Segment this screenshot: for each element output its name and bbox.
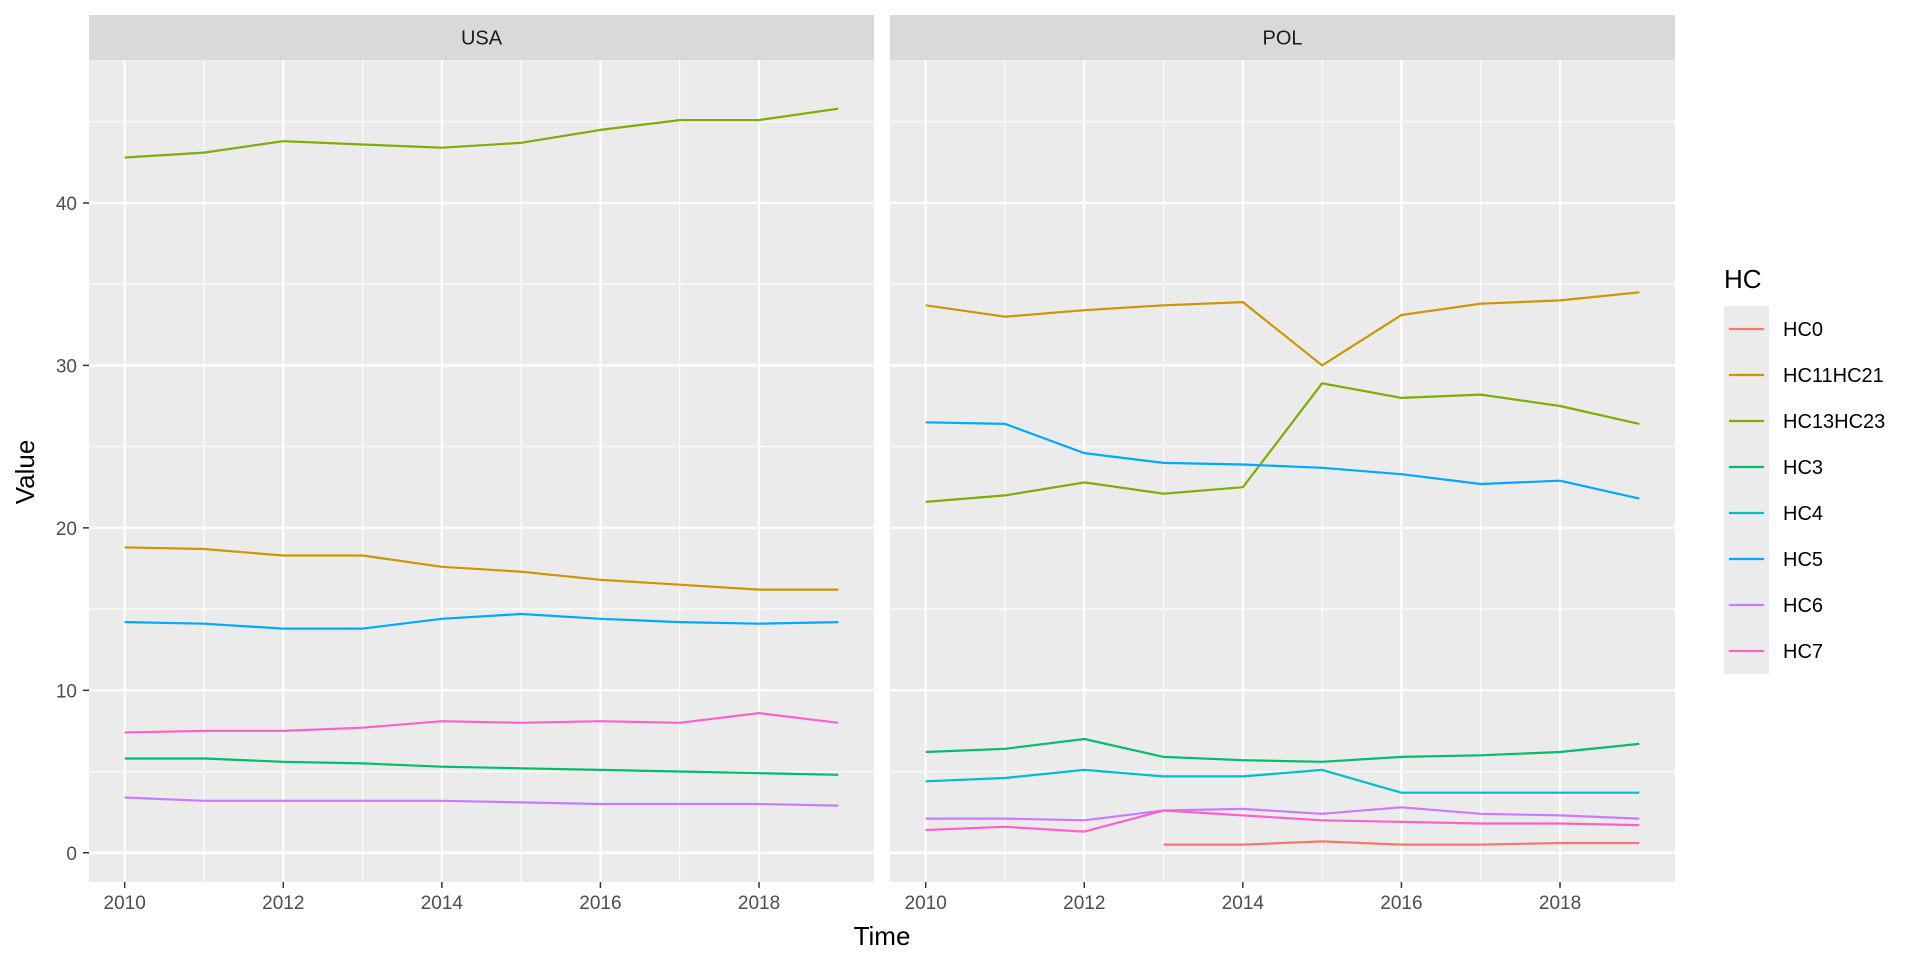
legend-entry-hc4: HC4 (1724, 490, 1823, 536)
legend-entry-hc5: HC5 (1724, 536, 1823, 582)
legend-entry-hc7: HC7 (1724, 628, 1823, 674)
facet-panel-pol: POL 2010 2012 2014 2016 2018 (890, 15, 1675, 914)
x-tick-label: 2014 (1222, 893, 1265, 914)
series-line-hc5 (925, 421, 1640, 500)
facet-strip (89, 15, 874, 60)
x-tick-label: 2016 (1380, 893, 1422, 914)
legend: HC HC0 HC11HC21 HC13HC23 HC3 HC4 HC5 HC6 HC7 (1724, 264, 1885, 674)
y-tick-label: 0 (66, 844, 77, 865)
legend-label: HC5 (1783, 549, 1823, 571)
series-line-hc6 (124, 796, 839, 807)
series-line-hc7 (925, 809, 1640, 833)
series-line-hc5 (124, 612, 839, 630)
legend-title: HC (1724, 264, 1762, 294)
x-tick-label: 2010 (905, 893, 947, 914)
y-axis-title: Value (10, 440, 40, 505)
series-line-hc6 (925, 806, 1640, 822)
x-tick-label: 2014 (421, 893, 464, 914)
legend-label: HC4 (1783, 503, 1823, 525)
legend-entry-hc0: HC0 (1724, 306, 1823, 352)
x-axis-title: Time (854, 921, 911, 951)
series-line-hc4 (925, 768, 1640, 794)
x-tick-label: 2010 (104, 893, 146, 914)
legend-label: HC6 (1783, 595, 1823, 617)
legend-entry-hc3: HC3 (1724, 444, 1823, 490)
legend-label: HC13HC23 (1783, 411, 1885, 433)
y-tick-label: 30 (56, 356, 77, 377)
legend-label: HC7 (1783, 641, 1823, 663)
y-tick-label: 10 (56, 681, 77, 702)
legend-entry-hc11hc21: HC11HC21 (1724, 352, 1884, 398)
series-line-hc7 (124, 712, 839, 734)
x-tick-label: 2016 (579, 893, 621, 914)
x-tick-label: 2012 (1063, 893, 1105, 914)
facet-panel-usa: USA 2010 2012 2014 2016 2018 (89, 15, 874, 914)
x-tick-label: 2018 (1539, 893, 1581, 914)
legend-label: HC11HC21 (1783, 365, 1884, 387)
series-line-hc11hc21 (925, 291, 1640, 367)
facet-strip-label: USA (461, 28, 503, 50)
x-tick-label: 2018 (738, 893, 780, 914)
y-axis: 0 10 20 30 40 (56, 194, 89, 865)
legend-label: HC0 (1783, 319, 1823, 341)
series-line-hc13hc23 (124, 107, 839, 159)
facet-strip-label: POL (1262, 28, 1302, 50)
y-tick-label: 40 (56, 194, 77, 215)
legend-entry-hc6: HC6 (1724, 582, 1823, 628)
panel-background (890, 60, 1675, 882)
series-line-hc3 (925, 737, 1640, 763)
facet-strip (890, 15, 1675, 60)
legend-label: HC3 (1783, 457, 1823, 479)
x-tick-label: 2012 (262, 893, 304, 914)
series-line-hc13hc23 (925, 382, 1640, 503)
y-tick-label: 20 (56, 519, 77, 540)
series-line-hc3 (124, 757, 839, 776)
legend-entry-hc13hc23: HC13HC23 (1724, 398, 1885, 444)
panel-background (89, 60, 874, 882)
series-line-hc11hc21 (124, 546, 839, 591)
series-line-hc0 (1163, 840, 1640, 846)
panels: USA 2010 2012 2014 2016 2018 POL 2010 2012 2014 20… (89, 15, 1675, 914)
